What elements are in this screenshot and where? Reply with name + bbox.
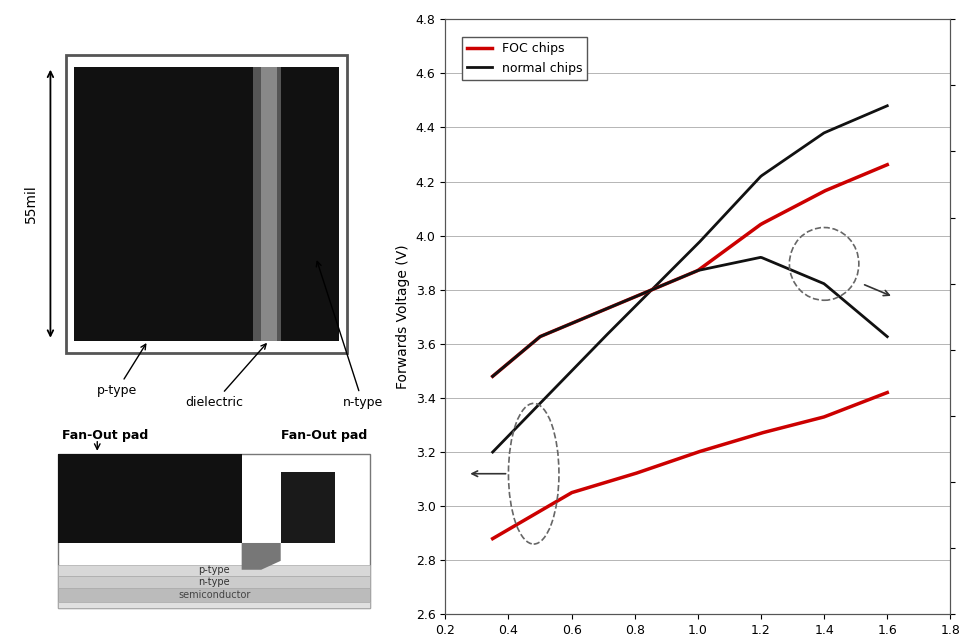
Text: Fan-Out pad: Fan-Out pad bbox=[62, 429, 148, 442]
Bar bbox=[66, 55, 348, 353]
Bar bbox=[59, 602, 371, 609]
Bar bbox=[280, 472, 335, 543]
Text: semiconductor: semiconductor bbox=[179, 590, 251, 600]
Polygon shape bbox=[242, 543, 280, 570]
Bar bbox=[59, 565, 371, 576]
Bar bbox=[59, 576, 371, 588]
Bar bbox=[253, 67, 280, 340]
Text: n-type: n-type bbox=[199, 577, 230, 588]
Text: 55mil: 55mil bbox=[24, 184, 37, 223]
Y-axis label: Forwards Voltage (V): Forwards Voltage (V) bbox=[396, 244, 410, 389]
Text: Fan-Out pad: Fan-Out pad bbox=[280, 429, 367, 442]
Bar bbox=[59, 454, 242, 543]
Bar bbox=[59, 588, 371, 602]
Text: n-type: n-type bbox=[316, 261, 383, 409]
Bar bbox=[59, 454, 371, 609]
Text: dielectric: dielectric bbox=[185, 344, 266, 409]
Legend: FOC chips, normal chips: FOC chips, normal chips bbox=[462, 37, 588, 79]
Text: p-type: p-type bbox=[97, 344, 146, 397]
Bar bbox=[74, 67, 339, 340]
Bar bbox=[261, 67, 276, 340]
Text: p-type: p-type bbox=[199, 565, 230, 575]
